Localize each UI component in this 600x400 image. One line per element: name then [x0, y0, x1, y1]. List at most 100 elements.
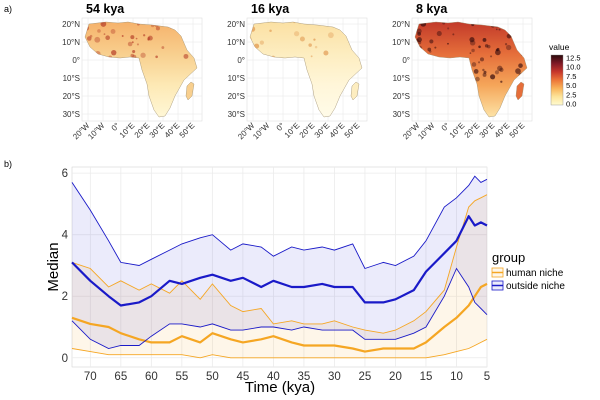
- lon-label: 10°E: [283, 121, 302, 140]
- lat-label: 20°N: [227, 20, 245, 29]
- lon-label: 50°E: [508, 121, 527, 140]
- map-hotspot: [143, 34, 146, 37]
- map-hotspot: [483, 70, 487, 74]
- series-median-line: [71, 215, 488, 307]
- lat-label: 20°N: [62, 20, 80, 29]
- map-hotspot: [323, 50, 329, 56]
- series-median-line: [71, 282, 488, 353]
- map-hotspot: [161, 46, 165, 49]
- series-lines: [71, 175, 488, 359]
- africa-continent: [249, 21, 363, 118]
- map-hotspot: [155, 26, 160, 31]
- map-hotspot: [293, 22, 296, 24]
- lon-label: 50°E: [343, 121, 362, 140]
- map-hotspot: [484, 44, 489, 48]
- lat-label: 20°S: [393, 92, 410, 101]
- map-hotspot: [471, 48, 475, 53]
- lat-label: 20°S: [228, 92, 245, 101]
- map-hotspot: [479, 57, 485, 62]
- map-hotspot: [127, 41, 133, 47]
- map-hotspot: [310, 55, 313, 58]
- map-hotspot: [86, 36, 92, 41]
- lat-label: 10°N: [62, 38, 80, 47]
- series-ribbon: [72, 176, 487, 349]
- map-hotspot: [473, 69, 479, 74]
- lat-label: 10°S: [63, 74, 80, 83]
- map-hotspot: [429, 39, 434, 44]
- map-hotspot: [135, 37, 138, 40]
- map-hotspot: [97, 29, 101, 33]
- map-hotspot: [140, 52, 146, 58]
- map-hotspot: [482, 68, 485, 72]
- map-hotspot: [327, 32, 334, 39]
- lat-label: 10°N: [227, 38, 245, 47]
- map-hotspot: [490, 55, 493, 58]
- africa-continent: [84, 21, 198, 118]
- x-tick-label: 5: [484, 371, 490, 383]
- map-hotspot: [294, 31, 300, 37]
- legend-title: group: [492, 250, 525, 265]
- lon-label: 30°E: [478, 121, 497, 140]
- lat-label: 10°S: [393, 74, 410, 83]
- lon-label: 40°E: [493, 121, 512, 140]
- map-hotspot: [504, 43, 508, 46]
- map-hotspot: [469, 40, 476, 46]
- madagascar: [515, 81, 525, 101]
- series-upper-line: [71, 175, 488, 270]
- x-tick-label: 15: [420, 371, 433, 383]
- map-hotspot: [130, 35, 135, 40]
- map-hotspot: [183, 53, 189, 59]
- lat-label: 0°: [402, 56, 410, 65]
- map-hotspot: [477, 61, 481, 64]
- x-tick-label: 40: [267, 371, 280, 383]
- map-hotspot: [269, 29, 272, 33]
- lon-label: 0°: [110, 121, 122, 133]
- lat-label: 30°S: [63, 110, 80, 119]
- plot-area: [71, 166, 488, 368]
- africa-continent: [414, 21, 528, 118]
- map-hotspot: [136, 43, 139, 46]
- legend-label: human niche: [506, 268, 564, 279]
- map-hotspot: [101, 22, 104, 25]
- lon-label: 40°E: [328, 121, 347, 140]
- lon-label: 10°E: [448, 121, 467, 140]
- map-hotspot: [494, 70, 500, 75]
- map-hotspot: [505, 44, 512, 51]
- colorbar-title: value: [549, 42, 570, 52]
- lon-label: 10°W: [86, 121, 107, 142]
- map-hotspot: [469, 37, 475, 43]
- map-hotspot: [259, 40, 264, 45]
- lon-label: 10°W: [251, 121, 272, 142]
- madagascar: [185, 81, 195, 101]
- map-hotspot: [105, 35, 110, 41]
- lon-label: 20°E: [463, 121, 482, 140]
- map-hotspot: [416, 37, 422, 43]
- x-axis-ticks: 70 65 60 55 50 45 40 35 30 25 20 15 10 5: [84, 371, 490, 383]
- map-hotspot: [518, 63, 523, 68]
- x-tick-label: 45: [236, 371, 249, 383]
- lon-label: 40°E: [163, 121, 182, 140]
- lon-label: 10°E: [118, 121, 137, 140]
- map-hotspot: [314, 45, 318, 49]
- lon-label: 0°: [275, 121, 287, 133]
- colorbar-tick-label: 12.5: [566, 54, 581, 63]
- map-hotspot: [447, 42, 449, 45]
- map-hotspot: [469, 52, 472, 54]
- lon-label: 20°E: [298, 121, 317, 140]
- map-hotspot: [482, 38, 487, 42]
- x-tick-label: 50: [206, 371, 219, 383]
- colorbar-tick-label: 0.0: [566, 100, 576, 109]
- lat-label: 10°N: [392, 38, 410, 47]
- map-hotspot: [434, 46, 437, 49]
- legend-label: outside niche: [506, 281, 565, 292]
- map-title: 16 kya: [251, 2, 290, 16]
- x-tick-label: 25: [359, 371, 372, 383]
- legend: group human niche outside niche: [491, 250, 565, 292]
- x-tick-label: 70: [84, 371, 97, 383]
- madagascar: [350, 81, 360, 101]
- x-tick-label: 60: [145, 371, 158, 383]
- series-lower-line: [71, 338, 488, 359]
- lat-label: 20°N: [392, 20, 410, 29]
